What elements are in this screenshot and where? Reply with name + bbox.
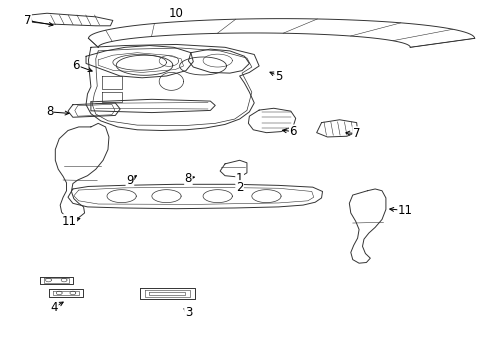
Text: 5: 5 — [274, 69, 282, 82]
Text: 4: 4 — [50, 301, 58, 314]
Text: 1: 1 — [235, 172, 243, 185]
Text: 6: 6 — [72, 59, 80, 72]
Text: 11: 11 — [61, 215, 76, 228]
Text: 8: 8 — [46, 105, 53, 118]
Text: 3: 3 — [184, 306, 192, 319]
Text: 7: 7 — [352, 127, 360, 140]
Text: 8: 8 — [184, 172, 192, 185]
Text: 6: 6 — [289, 125, 296, 138]
Text: 10: 10 — [168, 7, 183, 20]
Text: 7: 7 — [24, 14, 31, 27]
Text: 9: 9 — [126, 174, 133, 186]
Text: 2: 2 — [235, 181, 243, 194]
Text: 11: 11 — [397, 204, 412, 217]
